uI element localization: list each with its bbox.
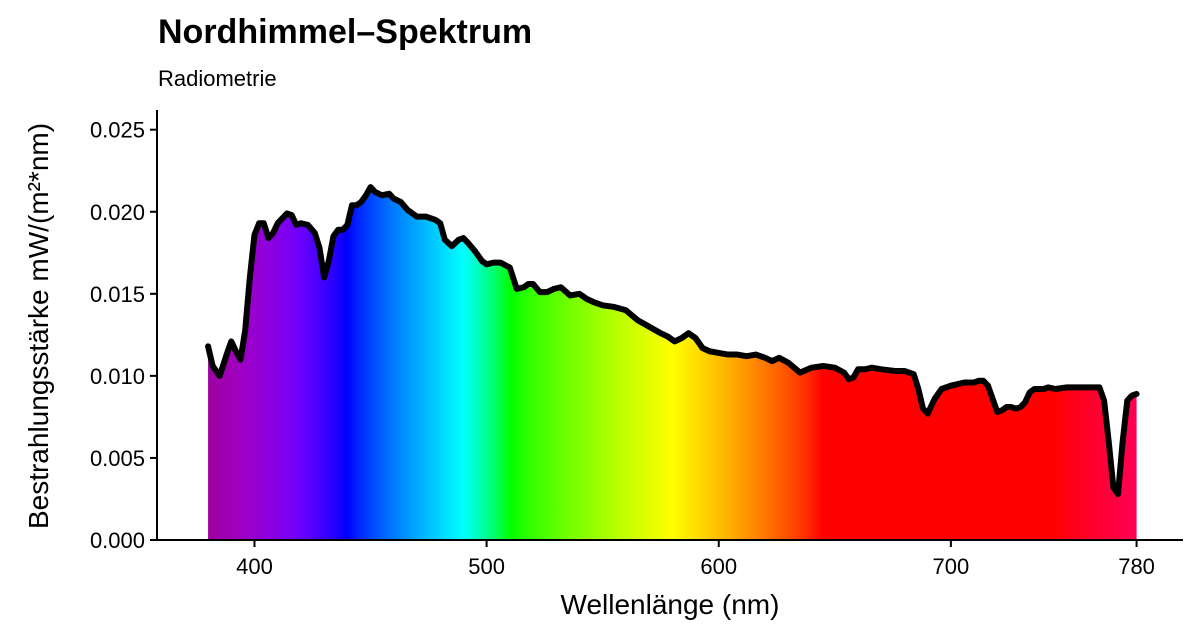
y-tick-label: 0.005 (90, 446, 145, 471)
y-tick-label: 0.010 (90, 364, 145, 389)
x-tick-label: 700 (933, 554, 970, 579)
x-tick-label: 600 (700, 554, 737, 579)
y-tick-label: 0.000 (90, 528, 145, 553)
y-tick-label: 0.025 (90, 118, 145, 143)
chart-title: Nordhimmel–Spektrum (158, 13, 532, 51)
plot-area (205, 184, 1140, 540)
x-tick-label: 500 (468, 554, 505, 579)
x-axis-ticks: 400 500 600 700 780 (236, 540, 1155, 579)
y-axis-ticks: 0.000 0.005 0.010 0.015 0.020 0.025 (90, 118, 157, 553)
spectrum-line (205, 184, 1140, 498)
y-axis-title: Bestrahlungsstärke mW/(m²*nm) (23, 123, 54, 529)
x-tick-label: 780 (1118, 554, 1155, 579)
x-tick-label: 400 (236, 554, 273, 579)
spectrum-area-fill (208, 187, 1137, 540)
x-axis-title: Wellenlänge (nm) (561, 589, 780, 620)
y-tick-label: 0.015 (90, 282, 145, 307)
chart-subtitle: Radiometrie (158, 66, 277, 91)
y-tick-label: 0.020 (90, 200, 145, 225)
